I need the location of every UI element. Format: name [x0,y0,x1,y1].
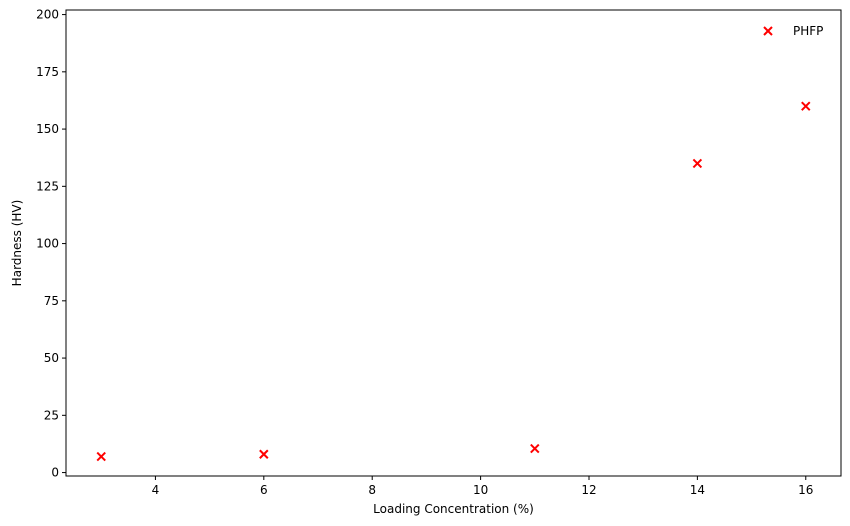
y-tick-label: 0 [51,466,59,480]
x-tick-label: 14 [690,483,705,497]
x-tick-label: 4 [152,483,160,497]
y-tick-label: 200 [36,8,59,22]
legend: PHFP [763,24,823,38]
y-tick-label: 100 [36,237,59,251]
y-tick-label: 50 [44,351,59,365]
x-tick-label: 6 [260,483,268,497]
data-point [692,158,703,169]
x-tick-label: 10 [473,483,488,497]
x-axis-title: Loading Concentration (%) [373,502,534,516]
legend-marker-cross [763,26,773,36]
data-point [96,451,106,462]
plot-frame [65,9,842,477]
plot-background [66,10,841,476]
y-tick-label: 125 [36,179,59,193]
y-tick-label: 150 [36,122,59,136]
data-point [530,443,540,454]
y-axis-ticks: 0 25 50 75 100 125 150 175 200 [36,8,66,480]
y-tick-label: 25 [44,408,59,422]
y-axis-title: Hardness (HV) [10,200,24,287]
data-points [96,101,811,462]
x-tick-label: 8 [368,483,376,497]
data-point [259,449,269,459]
data-point [801,101,811,111]
legend-marker-icon [763,26,773,36]
y-tick-label: 175 [36,65,59,79]
x-axis-ticks: 4 6 8 10 12 14 16 [152,476,813,497]
x-tick-label: 16 [798,483,813,497]
y-tick-label: 75 [44,294,59,308]
legend-label: PHFP [793,24,823,38]
x-tick-label: 12 [581,483,596,497]
